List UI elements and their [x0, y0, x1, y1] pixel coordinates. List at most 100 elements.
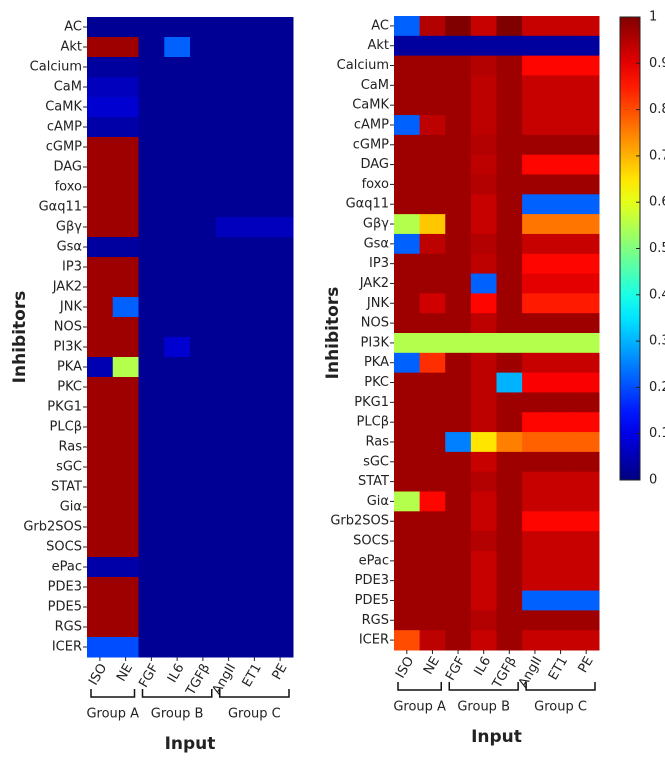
- heat-cell: [419, 333, 446, 354]
- heat-cell: [573, 16, 600, 37]
- heat-cell: [547, 570, 574, 592]
- heat-cell: [241, 297, 268, 318]
- heat-cell: [522, 233, 549, 255]
- row-label: IP3: [62, 260, 82, 275]
- heat-cell: [496, 16, 523, 37]
- heat-cell: [267, 437, 294, 458]
- heat-cell: [522, 253, 549, 275]
- row-label: AC: [64, 20, 82, 35]
- heat-cell: [419, 273, 446, 294]
- heat-cell: [138, 237, 165, 258]
- heat-cell: [573, 590, 600, 611]
- heat-cell: [547, 313, 574, 334]
- heat-cell: [241, 517, 268, 538]
- heat-cell: [496, 590, 523, 611]
- heat-cell: [470, 194, 497, 215]
- heat-cell: [138, 337, 165, 358]
- x-axis-title: Input: [165, 734, 216, 754]
- row-label: Grb2SOS: [330, 514, 389, 529]
- heat-cell: [267, 257, 294, 278]
- row-label: SOCS: [353, 534, 389, 549]
- heat-cell: [445, 233, 472, 255]
- heat-cell: [573, 154, 600, 175]
- heat-cell: [522, 550, 549, 572]
- heat-cell: [522, 273, 549, 294]
- heat-cell: [215, 77, 242, 98]
- heat-cell: [419, 134, 446, 156]
- heat-cell: [267, 297, 294, 318]
- heat-cell: [164, 177, 191, 198]
- heat-cell: [445, 372, 472, 393]
- heat-cell: [267, 377, 294, 398]
- heat-cell: [470, 432, 497, 453]
- heat-cell: [112, 417, 139, 438]
- colorbar-tick-label: 1: [649, 10, 657, 25]
- heat-cell: [522, 491, 549, 512]
- heat-cell: [267, 557, 294, 578]
- group-bracket: [219, 689, 290, 698]
- row-label: DAG: [53, 160, 82, 175]
- heat-cell: [138, 317, 165, 338]
- heat-cell: [394, 610, 421, 631]
- heat-cell: [547, 214, 574, 235]
- heat-cell: [496, 531, 523, 552]
- heat-cell: [573, 630, 600, 651]
- heat-cell: [573, 253, 600, 275]
- heat-cell: [112, 317, 139, 338]
- col-label: ISO: [86, 661, 110, 688]
- row-label: foxo: [55, 180, 82, 195]
- heat-cell: [419, 352, 446, 374]
- heat-cell: [496, 630, 523, 651]
- colorbar-tick-label: 0.6: [649, 195, 665, 210]
- heat-cell: [547, 590, 574, 611]
- group-label: Group C: [228, 707, 281, 722]
- heat-cell: [496, 610, 523, 631]
- heat-cell: [419, 214, 446, 235]
- heat-cell: [215, 557, 242, 578]
- heat-cell: [164, 217, 191, 238]
- row-label: JAK2: [52, 280, 82, 295]
- heat-cell: [87, 557, 114, 578]
- heat-cell: [267, 537, 294, 558]
- heat-cell: [419, 313, 446, 334]
- heat-cell: [267, 417, 294, 438]
- heat-cell: [138, 157, 165, 178]
- heat-cell: [164, 637, 191, 658]
- heat-cell: [547, 95, 574, 116]
- heat-cell: [164, 317, 191, 338]
- heat-cell: [547, 253, 574, 275]
- heat-cell: [138, 257, 165, 278]
- heat-cell: [522, 134, 549, 156]
- heat-cell: [87, 617, 114, 638]
- heat-cell: [241, 417, 268, 438]
- heat-cell: [445, 412, 472, 433]
- heat-cell: [241, 497, 268, 518]
- heat-cell: [190, 377, 217, 398]
- heat-cell: [496, 352, 523, 374]
- heat-cell: [547, 273, 574, 294]
- heat-cell: [112, 117, 139, 138]
- row-label: sGC: [56, 460, 82, 475]
- heat-cell: [164, 37, 191, 58]
- heat-cell: [573, 432, 600, 453]
- heat-cell: [190, 637, 217, 658]
- heat-cell: [419, 471, 446, 492]
- heat-cell: [496, 412, 523, 433]
- heat-cell: [164, 297, 191, 318]
- heat-cell: [547, 75, 574, 96]
- heat-cell: [112, 597, 139, 618]
- heat-cell: [241, 277, 268, 298]
- heat-cell: [573, 471, 600, 492]
- heat-cell: [522, 531, 549, 552]
- heat-cell: [241, 337, 268, 358]
- heat-cell: [87, 237, 114, 258]
- colorbar-tick-label: 0.1: [649, 426, 665, 441]
- heat-cell: [267, 157, 294, 178]
- row-label: STAT: [358, 474, 389, 489]
- heat-cell: [547, 471, 574, 492]
- heat-cell: [112, 637, 139, 658]
- heat-cell: [138, 577, 165, 598]
- heat-cell: [190, 457, 217, 478]
- heat-cell: [241, 117, 268, 138]
- heat-cell: [496, 55, 523, 76]
